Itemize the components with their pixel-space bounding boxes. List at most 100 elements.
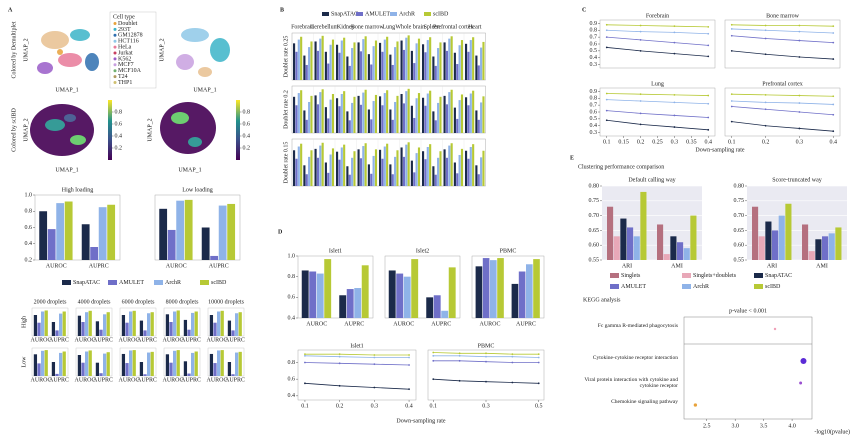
column-title: 2000 droplets [34, 299, 67, 305]
x-tick-label: AUROC [46, 263, 67, 269]
plot-area [119, 347, 157, 377]
y-tick-label: 0.55 [589, 257, 600, 263]
bar [125, 363, 129, 376]
point [373, 386, 376, 389]
bar [657, 224, 664, 260]
bar [56, 203, 65, 260]
y-tick-label: 0.70 [734, 213, 745, 219]
bar [690, 215, 697, 260]
bar [778, 215, 785, 260]
bar [370, 119, 373, 133]
point [707, 128, 710, 131]
bar [353, 151, 356, 186]
bar [51, 322, 56, 336]
point [605, 36, 608, 39]
bar [453, 52, 456, 80]
bar [364, 36, 367, 80]
point [304, 361, 306, 364]
x-tick-label: 3.0 [731, 423, 739, 429]
legend-label: SnapATAC [331, 11, 358, 17]
point [537, 382, 540, 385]
bar [231, 374, 235, 376]
x-tick-label: 0.1 [603, 139, 611, 145]
bar [310, 150, 313, 186]
point [432, 378, 435, 381]
point [764, 37, 767, 40]
point [730, 100, 733, 102]
point [605, 29, 608, 32]
plot-area [31, 347, 69, 377]
bar [103, 314, 107, 336]
bar [422, 97, 425, 133]
bar [324, 51, 327, 80]
bar [64, 201, 73, 260]
bar [677, 242, 684, 260]
bar [443, 149, 446, 186]
bar [59, 313, 63, 336]
column-title: 6000 droplets [122, 299, 155, 305]
bar [417, 147, 421, 186]
point [639, 49, 642, 52]
bar [410, 105, 413, 133]
line [731, 35, 834, 44]
bar [429, 90, 432, 133]
y-tick-label: 0.2 [25, 257, 33, 263]
y-tick-label: 0.3 [590, 130, 598, 136]
legend-label: T24 [118, 74, 128, 80]
bar [391, 119, 394, 133]
bar [388, 270, 396, 318]
point [730, 120, 733, 123]
panel-label: C [582, 7, 586, 13]
bar [389, 109, 392, 133]
point [485, 360, 487, 363]
bar [227, 362, 232, 376]
legend-label: SnapATAC [73, 280, 100, 286]
point [730, 34, 733, 37]
bar [308, 101, 311, 133]
plot-area [75, 307, 113, 337]
bar [143, 374, 147, 376]
x-tick-label: 0.15 [618, 139, 629, 145]
point [408, 388, 410, 391]
bar [314, 148, 317, 186]
bar [765, 221, 772, 260]
bar [340, 147, 343, 186]
panel-label: B [280, 7, 284, 13]
chart-title: p-value < 0.001 [729, 308, 767, 314]
legend-label: K562 [118, 56, 131, 62]
bar [351, 102, 354, 133]
bar [640, 191, 647, 260]
x-tick-label: AUPRC [137, 337, 157, 343]
line [606, 119, 709, 131]
x-tick-label: 0.2 [336, 403, 344, 409]
bar [482, 41, 485, 80]
term-label: Cytokine-cytokine receptor interaction [592, 355, 678, 361]
bar [670, 236, 677, 260]
x-tick-label: AUROC [118, 337, 139, 343]
x-tick-label: 4.0 [788, 423, 796, 429]
chart-title: Score-truncated way [772, 177, 821, 183]
bar [370, 173, 373, 186]
plot-area [207, 307, 245, 337]
point [639, 100, 642, 102]
plot-area [599, 19, 716, 69]
bar [293, 96, 296, 133]
bar [235, 352, 239, 376]
bar [445, 157, 448, 186]
bar [456, 64, 459, 80]
x-tick-label: AUROC [30, 377, 51, 383]
bar [314, 41, 317, 80]
panel-label: D [278, 229, 283, 235]
bar [85, 312, 89, 336]
legend-dot [113, 81, 117, 84]
plot-area [291, 32, 486, 81]
legend-swatch [610, 284, 619, 289]
point [458, 354, 461, 357]
x-tick-label: 0.3 [796, 139, 804, 145]
bar [169, 322, 173, 336]
bar [383, 93, 386, 133]
x-tick-label: 0.2 [637, 139, 645, 145]
bar [209, 315, 214, 336]
bar [432, 56, 435, 80]
bar [432, 166, 435, 186]
